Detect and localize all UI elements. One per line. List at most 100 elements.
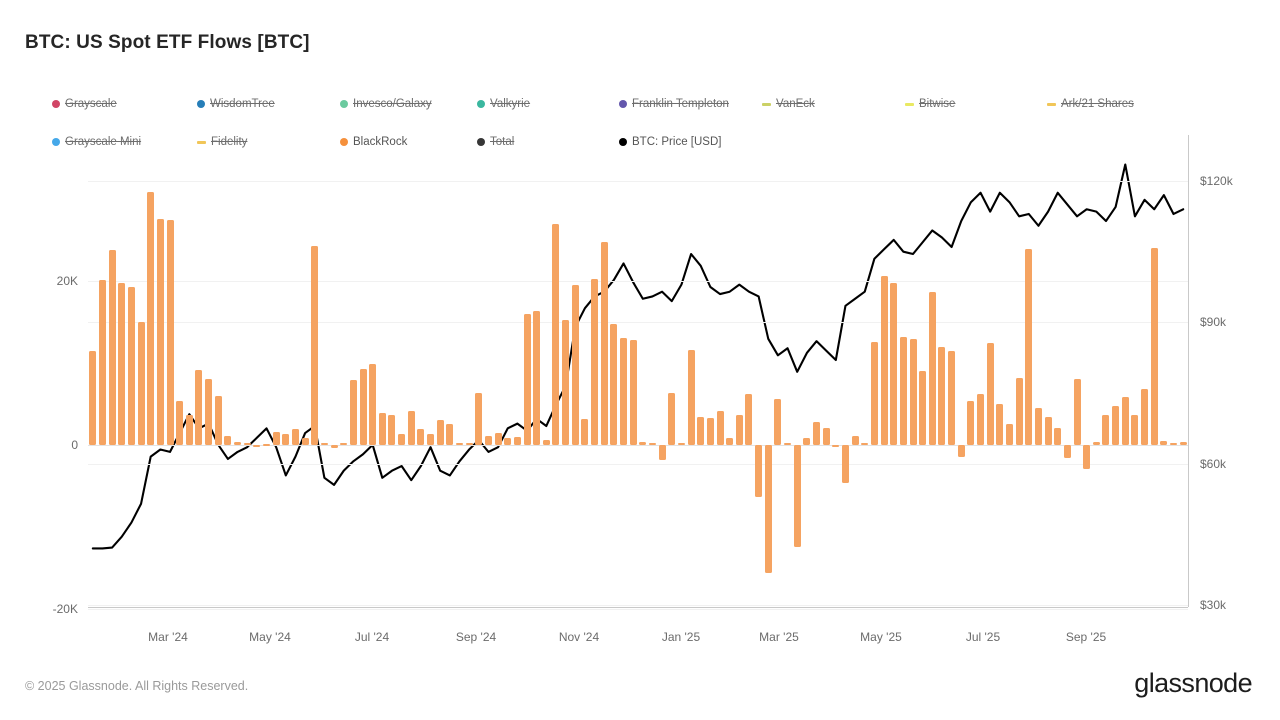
legend-item-label: Fidelity — [211, 136, 248, 148]
x-axis-tick: Mar '24 — [148, 630, 188, 644]
y-axis-left-tick: 0 — [71, 438, 78, 452]
bar — [118, 282, 126, 445]
legend-item-blackrock[interactable]: BlackRock — [340, 136, 407, 148]
legend-item-label: BlackRock — [353, 136, 408, 148]
legend-item-label: BTC: Price [USD] — [632, 136, 722, 148]
bar — [996, 404, 1004, 445]
bar — [340, 442, 348, 445]
legend-item-grayscale[interactable]: Grayscale — [52, 98, 117, 110]
bar — [147, 192, 155, 445]
gridline — [88, 605, 1188, 606]
legend-item-label: Grayscale — [65, 98, 117, 110]
legend-marker-icon — [340, 100, 348, 108]
bar — [282, 433, 290, 445]
x-axis-tick: Sep '25 — [1065, 630, 1107, 644]
legend-marker-icon — [197, 140, 206, 144]
bar — [1073, 379, 1081, 445]
legend-item-label: Ark/21 Shares — [1061, 98, 1134, 110]
bar — [137, 322, 145, 445]
bar — [668, 392, 676, 445]
legend-item-label: Invesco/Galaxy — [353, 98, 432, 110]
plot-bottom-axis-line — [88, 607, 1188, 608]
legend-marker-icon — [1047, 102, 1056, 106]
bar — [793, 445, 801, 547]
bar — [166, 220, 174, 445]
x-axis-tick: Nov '24 — [558, 630, 600, 644]
bar — [98, 280, 106, 445]
legend-marker-icon — [52, 100, 60, 108]
bar — [948, 350, 956, 445]
bar — [880, 276, 888, 445]
bar — [513, 436, 521, 445]
bar — [523, 313, 531, 445]
bar — [359, 368, 367, 445]
bar — [774, 399, 782, 445]
y-axis-left-tick: 20K — [56, 274, 78, 288]
legend-item-btc-price-usd[interactable]: BTC: Price [USD] — [619, 136, 721, 148]
legend-item-vaneck[interactable]: VanEck — [762, 98, 815, 110]
bar — [967, 400, 975, 445]
legend-item-ark-21-shares[interactable]: Ark/21 Shares — [1047, 98, 1134, 110]
bar — [648, 442, 656, 445]
bar — [938, 346, 946, 445]
bar — [195, 370, 203, 445]
bar — [890, 282, 898, 445]
bar — [214, 395, 222, 445]
bar — [909, 339, 917, 445]
bar — [755, 445, 763, 497]
gridline — [88, 181, 1188, 182]
legend-item-fidelity[interactable]: Fidelity — [197, 136, 247, 148]
bar — [1005, 423, 1013, 445]
y-axis-right-tick: $60k — [1200, 456, 1227, 471]
legend-item-invesco-galaxy[interactable]: Invesco/Galaxy — [340, 98, 432, 110]
gridline — [88, 322, 1188, 324]
legend-marker-icon — [52, 138, 60, 146]
bar — [726, 437, 734, 445]
legend-item-grayscale-mini[interactable]: Grayscale Mini — [52, 136, 141, 148]
bar — [1150, 248, 1158, 445]
bar — [822, 427, 830, 445]
plot-area — [88, 135, 1188, 610]
bar — [205, 379, 213, 445]
bar — [108, 249, 116, 445]
bar — [1044, 417, 1052, 445]
bar — [735, 414, 743, 445]
legend-item-label: Grayscale Mini — [65, 136, 142, 148]
legend-item-bitwise[interactable]: Bitwise — [905, 98, 955, 110]
bar — [320, 443, 328, 445]
bar — [899, 336, 907, 445]
bar — [263, 444, 270, 446]
bar — [832, 445, 840, 447]
bar — [620, 338, 628, 445]
bar — [1179, 441, 1187, 445]
bar — [1054, 427, 1062, 445]
bar — [1025, 249, 1033, 445]
legend-item-wisdomtree[interactable]: WisdomTree — [197, 98, 275, 110]
legend-item-label: Franklin Templeton — [632, 98, 729, 110]
bar — [407, 411, 415, 445]
bar — [417, 428, 425, 445]
bar — [977, 394, 985, 445]
x-axis-tick: Jan '25 — [661, 630, 701, 644]
bar — [89, 350, 97, 445]
bar — [677, 442, 685, 445]
y-axis-right-tick: $90k — [1200, 315, 1227, 330]
bar — [803, 437, 811, 445]
bar — [706, 417, 714, 445]
bar — [349, 380, 357, 445]
x-axis-tick: May '24 — [249, 630, 291, 644]
legend-item-label: VanEck — [776, 98, 815, 110]
bar — [446, 423, 454, 445]
bar — [1063, 445, 1071, 459]
legend-item-total[interactable]: Total — [477, 136, 514, 148]
legend-item-valkyrie[interactable]: Valkyrie — [477, 98, 530, 110]
x-axis-tick: Mar '25 — [759, 630, 799, 644]
bar — [484, 435, 492, 445]
bar — [658, 445, 666, 460]
bar — [185, 414, 193, 445]
legend-item-franklin-templeton[interactable]: Franklin Templeton — [619, 98, 729, 110]
bar — [1141, 389, 1149, 445]
y-axis-right-tick: $30k — [1200, 598, 1227, 612]
bar — [851, 435, 859, 445]
